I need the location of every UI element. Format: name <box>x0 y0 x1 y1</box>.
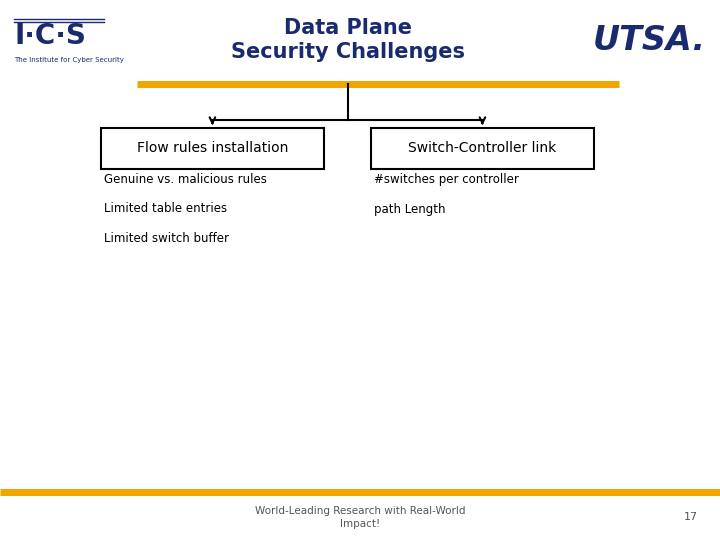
Text: Data Plane
Security Challenges: Data Plane Security Challenges <box>232 18 466 63</box>
Text: Limited switch buffer: Limited switch buffer <box>104 232 230 245</box>
Text: I·C·S: I·C·S <box>14 22 86 50</box>
Text: Limited table entries: Limited table entries <box>104 202 228 215</box>
Text: The Institute for Cyber Security: The Institute for Cyber Security <box>14 57 125 63</box>
Text: Genuine vs. malicious rules: Genuine vs. malicious rules <box>104 173 267 186</box>
Text: Flow rules installation: Flow rules installation <box>137 141 288 156</box>
Text: UTSA.: UTSA. <box>593 24 706 57</box>
FancyBboxPatch shape <box>371 128 594 169</box>
Text: Switch-Controller link: Switch-Controller link <box>408 141 557 156</box>
Text: 17: 17 <box>684 512 698 522</box>
Text: #switches per controller: #switches per controller <box>374 173 519 186</box>
Text: path Length: path Length <box>374 202 446 215</box>
FancyBboxPatch shape <box>101 128 324 169</box>
Text: World-Leading Research with Real-World
Impact!: World-Leading Research with Real-World I… <box>255 506 465 529</box>
